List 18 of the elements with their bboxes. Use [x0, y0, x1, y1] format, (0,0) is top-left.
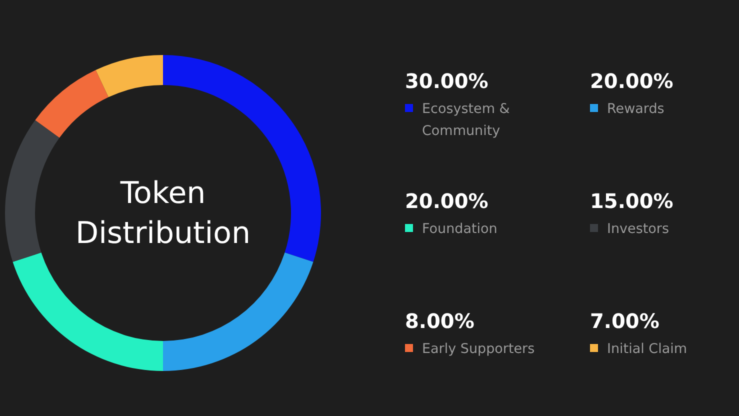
donut-slice	[163, 252, 314, 371]
donut-slice	[12, 252, 163, 371]
data-label: 30.00%	[405, 69, 488, 93]
legend-label: Foundation	[422, 221, 498, 237]
donut-slice	[35, 70, 108, 138]
data-label: 7.00%	[590, 309, 660, 333]
text: Token Distribution	[75, 176, 251, 251]
data-label: 20.00%	[405, 189, 488, 213]
data-label: 8.00%	[405, 309, 474, 333]
legend-label: Initial Claim	[607, 341, 687, 357]
legend-label: Early Supporters	[422, 341, 535, 357]
donut-slice	[5, 120, 60, 262]
donut-slice	[96, 55, 163, 98]
data-label: 20.00%	[590, 69, 674, 93]
legend-label: Ecosystem & Community	[422, 101, 510, 139]
data-label: 15.00%	[590, 189, 674, 213]
legend-label: Rewards	[607, 101, 664, 117]
legend-label: Investors	[607, 221, 670, 237]
